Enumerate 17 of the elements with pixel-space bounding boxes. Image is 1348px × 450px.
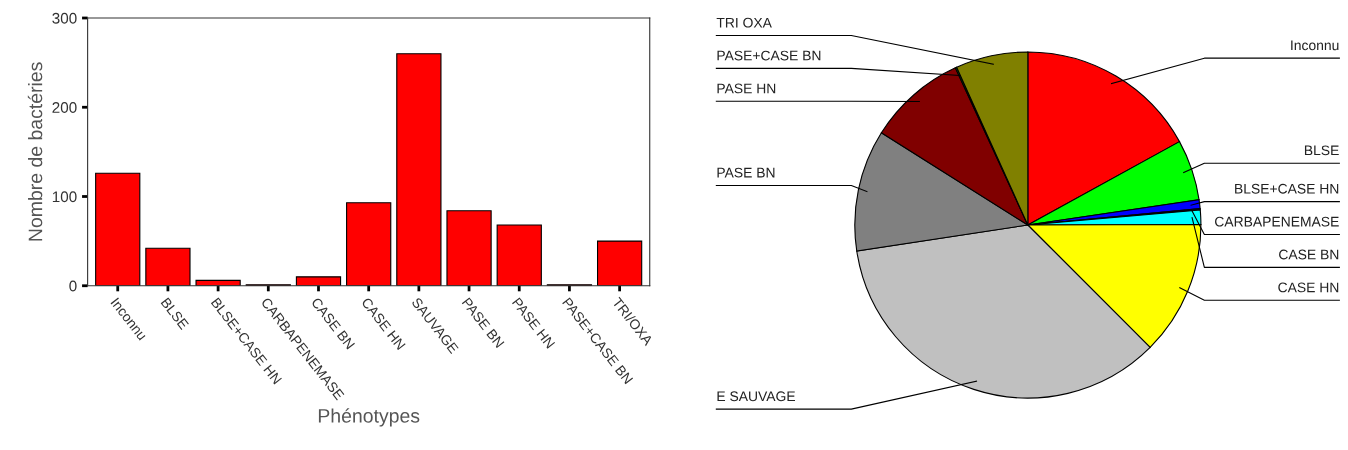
y-tick-label: 100 — [52, 191, 77, 203]
slice-label: PASE BN — [717, 167, 775, 178]
y-tick-label: 200 — [52, 102, 77, 113]
slice-label: BLSE+CASE HN — [1235, 183, 1339, 194]
slice-label: BLSE — [1304, 145, 1339, 156]
slice-label: E SAUVAGE — [717, 391, 796, 402]
slice-label: PASE HN — [717, 83, 776, 94]
x-axis-title: Phénotypes — [318, 408, 420, 427]
slice-label: PASE+CASE BN — [717, 50, 821, 61]
slice-label: CASE BN — [1279, 249, 1339, 260]
slice-label: CARBAPENEMASE — [1215, 216, 1339, 227]
y-axis-title: Nombre de bactéries — [27, 62, 43, 241]
slice-label: CASE HN — [1278, 282, 1339, 293]
slice-label: Inconnu — [1291, 40, 1339, 51]
y-tick-label: 0 — [69, 280, 77, 292]
slice-label: TRI OXA — [716, 17, 772, 28]
y-tick-label: 300 — [52, 12, 77, 24]
